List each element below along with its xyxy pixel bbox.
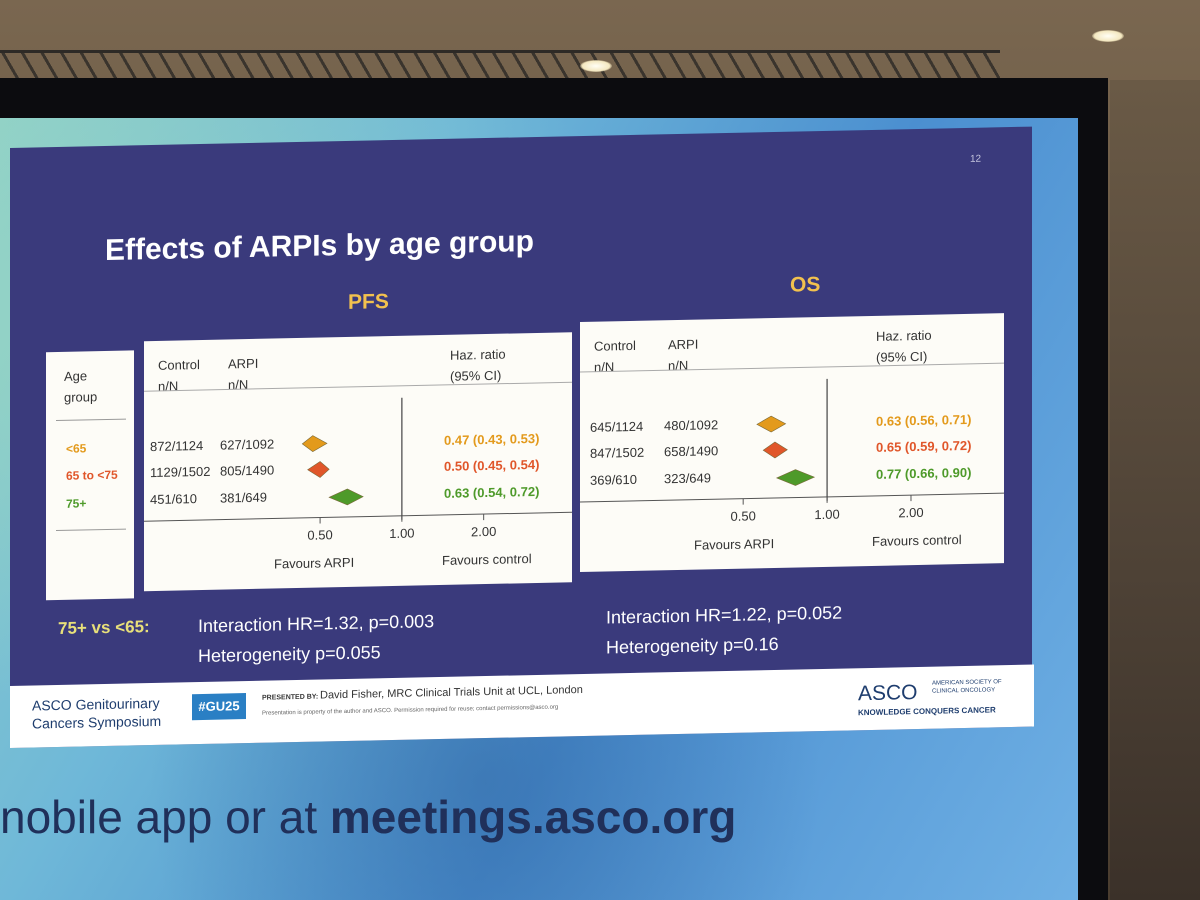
ceiling-light	[1092, 30, 1124, 42]
pfs-hr-diamond-2	[308, 461, 330, 477]
footer-divider	[56, 529, 126, 531]
os-axis-line	[580, 493, 1004, 502]
pfs-favours-control: Favours control	[442, 551, 532, 568]
interaction-comparison: 75+ vs <65:	[58, 617, 150, 639]
os-panel: Control n/N ARPI n/N Haz. ratio (95% CI)…	[580, 313, 1004, 572]
pfs-axis-line	[144, 512, 572, 521]
pfs-heterogeneity: Heterogeneity p=0.055	[198, 642, 381, 667]
pfs-hr-row-3: 0.63 (0.54, 0.72)	[444, 484, 539, 501]
asco-gu-line-1: ASCO Genitourinary	[32, 695, 160, 714]
pfs-x-tick-label: 0.50	[307, 527, 332, 543]
asco-gu-line-2: Cancers Symposium	[32, 713, 161, 732]
asco-society-line-1: AMERICAN SOCIETY OF	[932, 679, 1002, 686]
os-hr-row-2: 0.65 (0.59, 0.72)	[876, 438, 971, 455]
os-hr-diamond-1	[757, 416, 786, 433]
pfs-panel: Control n/N ARPI n/N Haz. ratio (95% CI)…	[144, 332, 572, 591]
pfs-hr-diamond-3	[329, 489, 363, 506]
os-heterogeneity: Heterogeneity p=0.16	[606, 634, 779, 659]
age-group-panel: Age group <65 65 to <75 75+	[46, 350, 134, 600]
age-header: Age	[64, 365, 87, 386]
os-hr-diamond-2	[763, 442, 787, 459]
pfs-hr-diamond-1	[302, 435, 327, 452]
pfs-favours-arpi: Favours ARPI	[274, 555, 354, 572]
pfs-interaction: Interaction HR=1.32, p=0.003	[198, 611, 434, 637]
pfs-header-rule	[144, 382, 572, 391]
os-title: OS	[790, 273, 820, 298]
os-hr-row-1: 0.63 (0.56, 0.71)	[876, 412, 971, 429]
banner-text: nobile app or at meetings.asco.org	[0, 790, 736, 844]
os-x-tick-label: 1.00	[814, 507, 839, 523]
copyright-disclaimer: Presentation is property of the author a…	[262, 705, 558, 717]
asco-logo: ASCO	[858, 681, 918, 706]
presented-by-label: PRESENTED BY:	[262, 694, 318, 702]
banner-prefix: nobile app or at	[0, 791, 330, 843]
pfs-title: PFS	[348, 290, 389, 315]
os-x-tick-label: 2.00	[898, 505, 923, 521]
hall-wall	[1110, 80, 1200, 900]
age-label-75-plus: 75+	[66, 496, 86, 511]
slide-title: Effects of ARPIs by age group	[105, 225, 534, 268]
asco-society-line-2: CLINICAL ONCOLOGY	[932, 687, 995, 694]
ceiling-light	[580, 60, 612, 72]
age-label-under-65: <65	[66, 441, 86, 456]
header-divider	[56, 419, 126, 421]
presenter-name: David Fisher, MRC Clinical Trials Unit a…	[320, 684, 583, 702]
os-favours-arpi: Favours ARPI	[694, 536, 774, 553]
asco-tagline: KNOWLEDGE CONQUERS CANCER	[858, 705, 996, 717]
os-interaction: Interaction HR=1.22, p=0.052	[606, 603, 842, 629]
pfs-hr-row-1: 0.47 (0.43, 0.53)	[444, 431, 539, 448]
os-header-rule	[580, 363, 1004, 372]
os-hr-row-3: 0.77 (0.66, 0.90)	[876, 465, 971, 482]
slide-number: 12	[970, 154, 981, 165]
slide: 12 Effects of ARPIs by age group PFS OS …	[10, 127, 1032, 748]
os-x-tick-label: 0.50	[731, 508, 756, 524]
pfs-hr-row-2: 0.50 (0.45, 0.54)	[444, 457, 539, 474]
hashtag-badge: #GU25	[192, 693, 246, 720]
os-favours-control: Favours control	[872, 532, 962, 549]
pfs-x-tick-label: 1.00	[389, 526, 414, 542]
age-label-65-to-75: 65 to <75	[66, 468, 118, 484]
os-hr-diamond-3	[777, 469, 815, 486]
banner-url: meetings.asco.org	[330, 791, 736, 843]
group-header: group	[64, 386, 97, 408]
pfs-x-tick-label: 2.00	[471, 524, 496, 540]
